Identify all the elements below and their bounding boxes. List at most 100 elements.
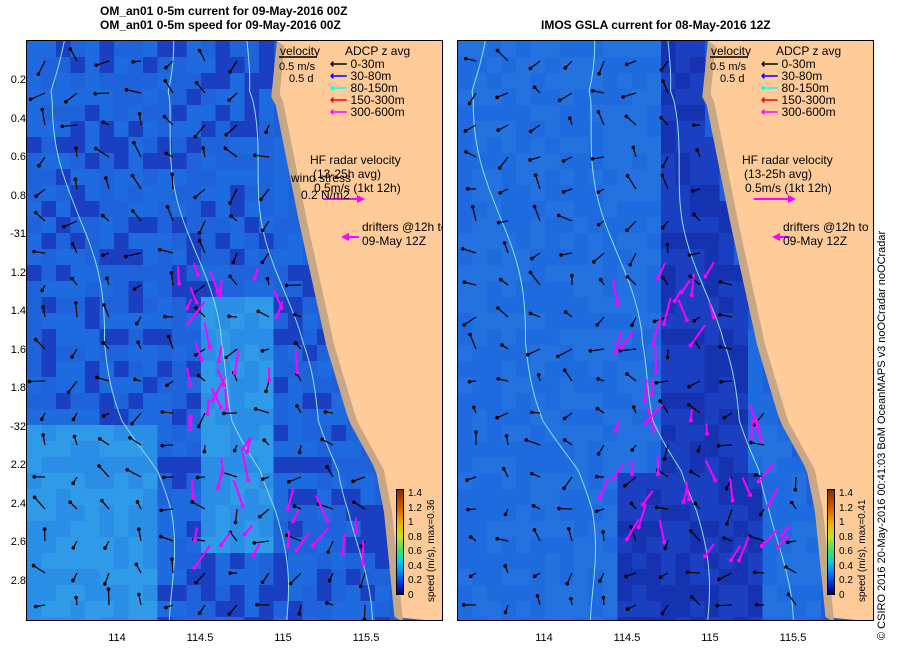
y-tick-label: 1.8 [10,382,26,394]
left-legend-velocity-scale: 0.5 m/s [279,61,316,73]
y-tick-label: 1.4 [10,305,26,317]
right-legend-velocity-time: 0.5 d [720,73,745,85]
colorbar-tick-label: 0.8 [839,531,853,543]
x-tick-label: 115 [701,632,719,644]
right-legend-adcp-title: ADCP z avg [776,44,842,58]
adcp-legend-label: 150-300m [350,93,405,107]
colorbar-tick-label: 0.6 [408,546,422,557]
y-tick-label: 2.4 [10,497,26,510]
colorbar-tick-label: 0.4 [839,560,853,572]
right-colorbar-label: speed (m/s), max=0.41 [857,499,868,602]
y-tick-label: 1.6 [10,343,26,356]
legend-arrow-icon: ⟵ [330,69,351,83]
adcp-legend-item: ⟵ 30-80m [330,70,391,82]
legend-arrow-icon: ⟵ [761,81,782,95]
adcp-legend-label: 30-80m [781,69,823,83]
adcp-legend-label: 80-150m [781,81,829,95]
x-tick-label: 115.5 [352,632,380,644]
right-legend-drifters1: drifters @12h to [783,220,869,234]
legend-arrow-icon: ⟵ [330,105,351,119]
adcp-legend-label: 30-80m [350,69,392,83]
left-colorbar [396,489,404,595]
colorbar-tick-label: 0 [839,589,845,601]
y-tick-label: 0.6 [10,151,26,163]
adcp-legend-label: 300-600m [781,105,836,119]
colorbar-tick-label: 1.4 [408,488,422,499]
left-legend-drifters1: drifters @12h to [362,220,443,234]
left-legend-velocity-time: 0.5 d [289,73,314,85]
x-tick-label: 114 [108,632,126,644]
y-tick-label: -31 [10,228,26,240]
y-tick-label: 0.4 [10,112,26,125]
adcp-legend-item: ⟵ 80-150m [330,82,398,94]
legend-arrow-icon: ⟵ [330,93,351,107]
right-legend-velocity: velocity [711,44,752,58]
adcp-legend-item: ⟵ 0-30m [761,58,816,70]
colorbar-tick-label: 0.2 [839,575,853,586]
right-map-svg [458,41,873,620]
left-legend-wind-title: wind stress [291,171,352,185]
y-tick-label: 2.6 [10,536,26,548]
legend-arrow-icon: ⟵ [761,105,782,119]
y-tick-label: -32 [10,420,26,433]
colorbar-tick-label: 1.2 [408,502,422,514]
colorbar-tick-label: 1 [839,517,845,528]
y-tick-label: 2.8 [10,574,26,587]
x-tick-label: 114 [535,632,553,644]
colorbar-tick-label: 1 [408,517,414,528]
right-legend-hf-title: HF radar velocity [742,153,833,167]
credit-text: © CSIRO 2016 20-May-2016 00:41:03 BoM Oc… [876,230,888,640]
y-tick-label: 0.8 [10,189,26,202]
x-tick-label: 114.5 [186,632,214,644]
adcp-legend-label: 0-30m [781,57,816,71]
right-legend-drifters2: 09-May 12Z [783,234,848,248]
left-legend-hf-scale: 0.5m/s (1kt 12h) [314,181,401,195]
legend-arrow-icon: ⟵ [761,93,782,107]
adcp-legend-item: ⟵ 150-300m [761,94,836,106]
colorbar-tick-label: 0.6 [839,546,853,557]
x-tick-label: 115 [274,632,292,644]
colorbar-tick-label: 0.2 [408,575,422,586]
adcp-legend-label: 150-300m [781,93,836,107]
colorbar-tick-label: 0.8 [408,531,422,543]
adcp-legend-item: ⟵ 300-600m [761,106,836,118]
y-tick-label: 2.2 [10,459,26,471]
adcp-legend-item: ⟵ 80-150m [761,82,829,94]
left-title-line2: OM_an01 0-5m speed for 09-May-2016 00Z [100,18,341,32]
y-tick-label: 1.2 [10,266,26,279]
legend-arrow-icon: ⟵ [761,69,782,83]
colorbar-tick-label: 1.2 [839,502,853,514]
left-colorbar-label: speed (m/s), max=0.36 [426,499,437,602]
right-legend-velocity-scale: 0.5 m/s [710,61,747,73]
right-map-panel: velocity 0.5 m/s 0.5 d ADCP z avg ⟵ 0-30… [457,40,874,621]
left-map-panel: velocity 0.5 m/s 0.5 d ADCP z avg ⟵ 0-30… [26,40,443,621]
adcp-legend-item: ⟵ 300-600m [330,106,405,118]
adcp-legend-label: 80-150m [350,81,398,95]
x-tick-label: 114.5 [613,632,641,644]
legend-arrow-icon: ⟵ [330,57,351,71]
adcp-legend-label: 0-30m [350,57,385,71]
left-legend-drifters2: 09-May 12Z [362,234,427,248]
right-colorbar [827,489,835,595]
x-tick-label: 115.5 [779,632,807,644]
left-title-line1: OM_an01 0-5m current for 09-May-2016 00Z [100,4,348,18]
legend-arrow-icon: ⟵ [761,57,782,71]
left-legend-wind-scale: 0.2 N/m2 [301,188,350,202]
adcp-legend-item: ⟵ 150-300m [330,94,405,106]
colorbar-tick-label: 0 [408,589,414,601]
colorbar-tick-label: 0.4 [408,560,422,572]
left-map-svg [27,41,442,620]
left-legend-velocity: velocity [280,44,321,58]
left-legend-hf-avg: (13-25h avg) [313,167,382,181]
adcp-legend-item: ⟵ 30-80m [761,70,822,82]
left-legend-adcp-title: ADCP z avg [345,44,411,58]
right-title: IMOS GSLA current for 08-May-2016 12Z [541,18,771,32]
right-legend-hf-scale: 0.5m/s (1kt 12h) [745,181,832,195]
colorbar-tick-label: 1.4 [839,488,853,499]
adcp-legend-label: 300-600m [350,105,405,119]
right-legend-hf-avg: (13-25h avg) [744,167,813,181]
left-legend-hf-title: HF radar velocity [310,153,401,167]
adcp-legend-item: ⟵ 0-30m [330,58,385,70]
y-tick-label: 0.2 [10,74,26,86]
legend-arrow-icon: ⟵ [330,81,351,95]
